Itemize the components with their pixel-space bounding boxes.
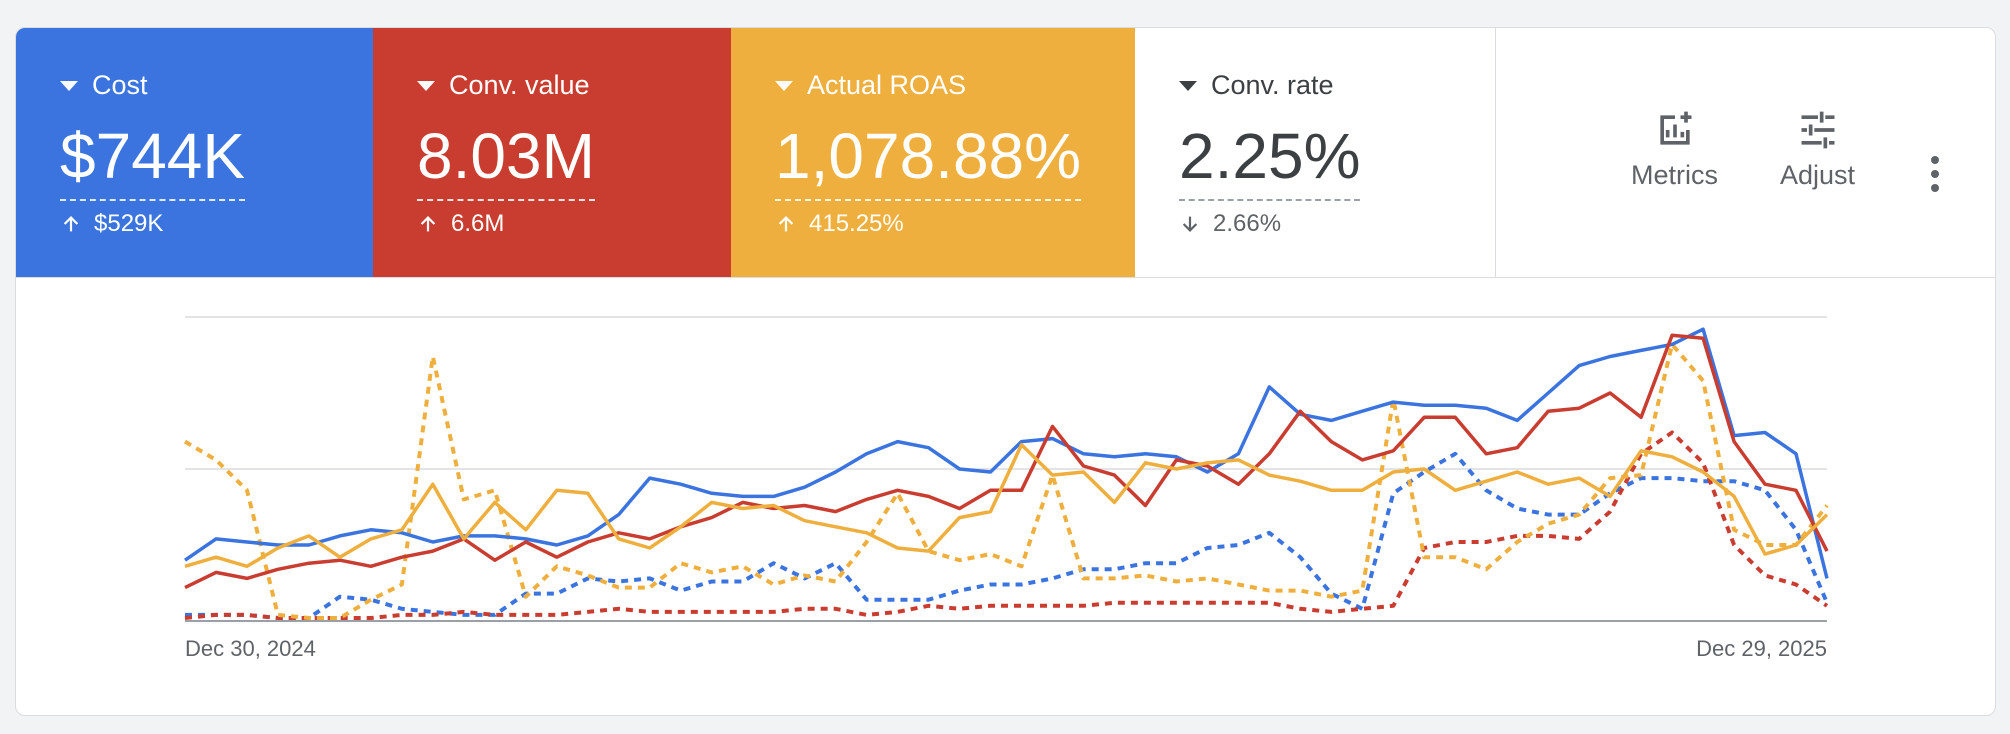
arrow-up-icon <box>778 216 794 232</box>
series-line-roas <box>184 442 1829 569</box>
adjust-button[interactable]: Adjust <box>1780 108 1855 191</box>
line-chart: Dec 30, 2024 Dec 29, 2025 <box>16 278 1995 715</box>
metric-tile-conv-value[interactable]: Conv. value 8.03M 6.6M <box>373 28 731 277</box>
metric-delta: 415.25% <box>775 210 904 238</box>
metric-tile-cost[interactable]: Cost $744K $529K <box>16 28 373 277</box>
caret-down-icon <box>1179 80 1197 91</box>
performance-card: Cost $744K $529K Conv. value 8.03M 6.6M … <box>15 27 1996 716</box>
metric-delta: 6.6M <box>417 210 504 238</box>
metric-tile-conv-rate[interactable]: Conv. rate 2.25% 2.66% <box>1135 28 1496 277</box>
series-line-cost-dashed <box>185 451 1829 620</box>
add-chart-icon <box>1659 111 1691 145</box>
chart-svg <box>183 316 1829 622</box>
x-tick-end: Dec 29, 2025 <box>1696 636 1827 661</box>
series-line-conv-value-dashed <box>184 430 1829 620</box>
caret-down-icon <box>417 80 435 91</box>
metric-label[interactable]: Conv. rate <box>1179 70 1334 101</box>
metric-delta: $529K <box>60 210 163 238</box>
arrow-down-icon <box>1182 216 1198 232</box>
metric-value: $744K <box>60 116 246 201</box>
metric-delta: 2.66% <box>1179 210 1281 238</box>
tune-icon <box>1801 111 1835 149</box>
metric-tiles: Cost $744K $529K Conv. value 8.03M 6.6M … <box>16 28 1995 278</box>
arrow-up-icon <box>420 216 436 232</box>
series-line-cost <box>184 327 1829 579</box>
metric-label[interactable]: Actual ROAS <box>775 70 966 101</box>
metric-value: 1,078.88% <box>775 116 1082 201</box>
x-tick-start: Dec 30, 2024 <box>185 636 316 661</box>
more-vert-icon[interactable] <box>1929 156 1941 200</box>
caret-down-icon <box>775 80 793 91</box>
series-line-conv-value <box>184 333 1829 590</box>
metrics-button[interactable]: Metrics <box>1631 108 1718 191</box>
series-line-roas-dashed <box>183 342 1829 620</box>
metric-label[interactable]: Cost <box>60 70 148 101</box>
metric-value: 8.03M <box>417 116 595 201</box>
arrow-up-icon <box>63 216 79 232</box>
chart-tools: Metrics Adjust <box>1496 28 1995 277</box>
metric-label[interactable]: Conv. value <box>417 70 590 101</box>
metric-value: 2.25% <box>1179 116 1361 201</box>
caret-down-icon <box>60 80 78 91</box>
metric-tile-actual-roas[interactable]: Actual ROAS 1,078.88% 415.25% <box>731 28 1135 277</box>
